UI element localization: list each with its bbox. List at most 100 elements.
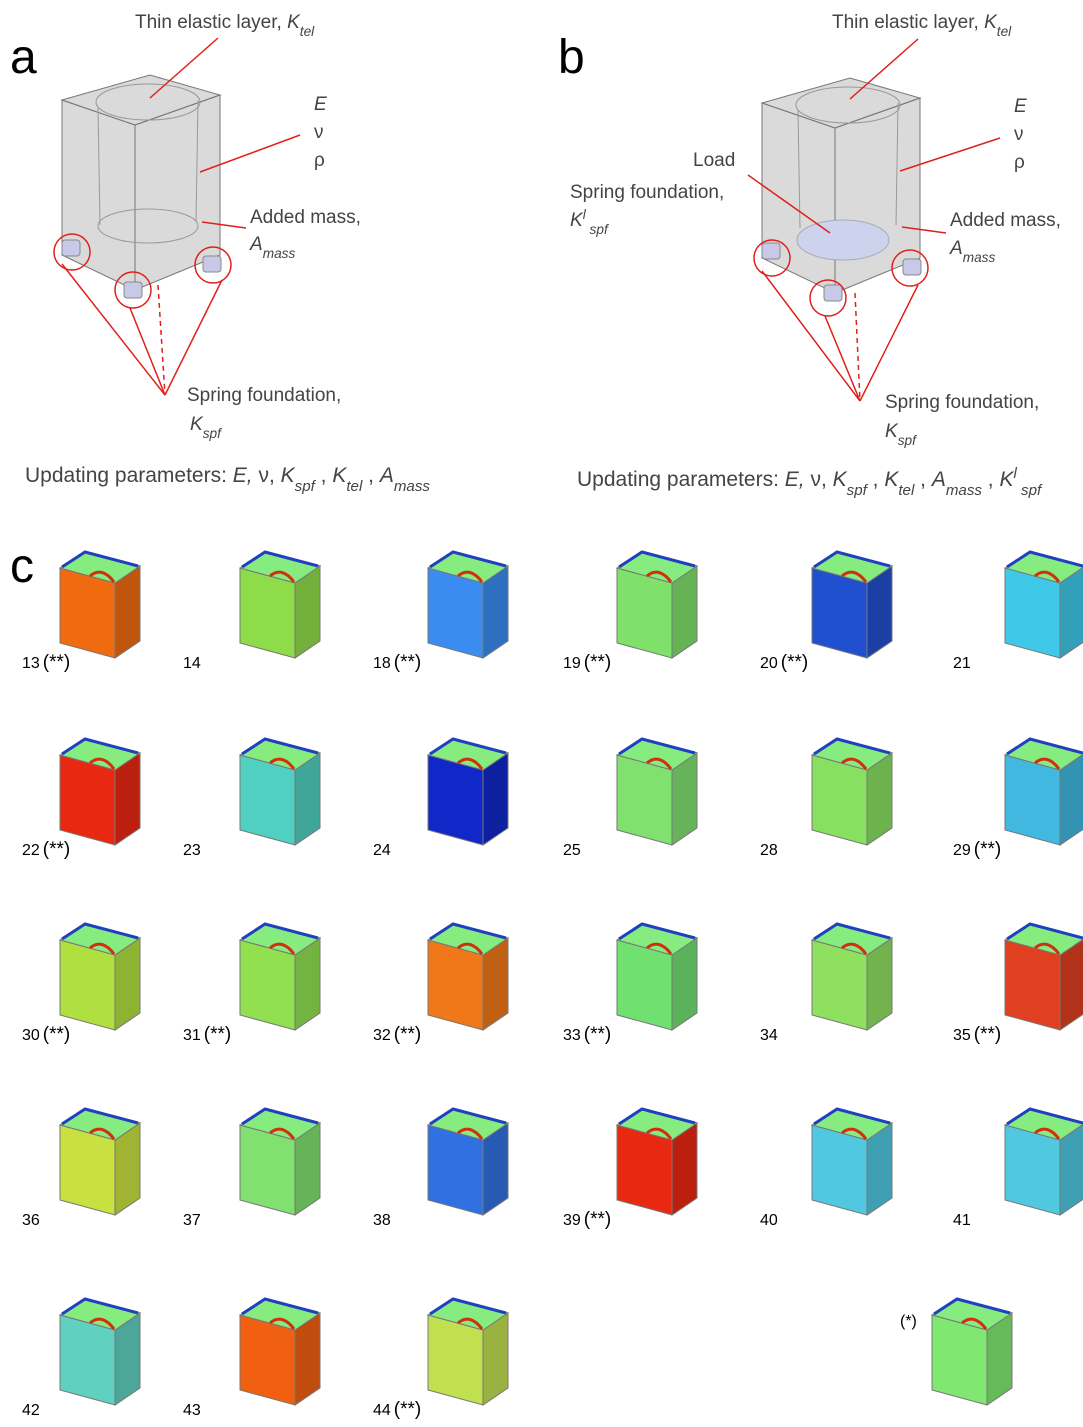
annotation: ρ [1014, 152, 1025, 173]
text-run: E [1014, 96, 1027, 117]
top-edge [61, 1297, 139, 1316]
text-run: Spring foundation, [570, 182, 724, 203]
mode-mark: (**) [43, 1024, 70, 1045]
mode-label: 32 (**) [373, 1024, 421, 1045]
top-edge [646, 757, 673, 770]
mode-number: 44 [373, 1402, 391, 1419]
top-edge [429, 922, 507, 941]
mode-number: 23 [183, 842, 201, 859]
mode-mark: (**) [394, 1399, 421, 1420]
box-front [59, 754, 116, 846]
mode-shape [426, 922, 510, 1031]
annotation: ρ [314, 150, 325, 171]
mode-shape [426, 1297, 510, 1406]
mode-number: 29 [953, 842, 971, 859]
text-run: K [984, 12, 998, 33]
top-edge [269, 1317, 296, 1330]
text-run: K [287, 12, 301, 33]
box-front [59, 1124, 116, 1216]
text-run: A [930, 468, 946, 491]
text-run: ν [1014, 124, 1024, 145]
top-edge [61, 550, 139, 569]
mode-shape [238, 1297, 322, 1406]
mode-label: 22 (**) [22, 839, 70, 860]
box-front [239, 1124, 296, 1216]
mode-shape [1003, 550, 1083, 659]
mode-mark: (**) [584, 652, 611, 673]
mode-label: 23 [183, 842, 201, 859]
annotation: Amass [249, 234, 296, 261]
top-edge [1006, 922, 1083, 941]
model-a [53, 37, 301, 396]
mode-label: 41 [953, 1212, 971, 1229]
text-run: Thin elastic layer, [832, 12, 984, 33]
annotation: Spring foundation, [570, 182, 724, 203]
mode-number: 25 [563, 842, 581, 859]
annotation: Thin elastic layer, Ktel [135, 12, 315, 39]
text-run: Added mass, [950, 210, 1061, 231]
text-run: spf [586, 222, 609, 237]
box-front [427, 1314, 484, 1406]
text-run: Spring foundation, [885, 392, 1039, 413]
text-run: E, [785, 468, 805, 491]
top-edge [89, 757, 116, 770]
top-edge [618, 737, 696, 756]
text-run: Updating parameters: [25, 464, 233, 487]
mode-label: 13 (**) [22, 652, 70, 673]
mode-number: 34 [760, 1027, 778, 1044]
text-run: spf [847, 482, 869, 499]
text-run: l [583, 207, 587, 222]
top-edge [1034, 1127, 1061, 1140]
top-edge [1034, 570, 1061, 583]
top-edge [1034, 757, 1061, 770]
mode-label: 35 (**) [953, 1024, 1001, 1045]
top-edge [429, 1107, 507, 1126]
mode-label: 39 (**) [563, 1209, 611, 1230]
box-front [59, 567, 116, 659]
text-run: mass [263, 246, 296, 261]
box-front [239, 1314, 296, 1406]
box-front [1004, 754, 1061, 846]
mode-shape [58, 1107, 142, 1216]
text-run: E, [233, 464, 253, 487]
mode-number: 42 [22, 1402, 40, 1419]
text-run: spf [898, 433, 917, 448]
top-edge [241, 550, 319, 569]
mode-label: 38 [373, 1212, 391, 1229]
text-run: K [999, 468, 1014, 491]
annotation: Amass [949, 238, 996, 265]
top-edge [89, 1127, 116, 1140]
mode-number: 28 [760, 842, 778, 859]
text-run: K [884, 468, 899, 491]
top-edge [933, 1297, 1011, 1316]
mode-label: 20 (**) [760, 652, 808, 673]
text-run: tel [346, 478, 363, 495]
text-run: spf [295, 478, 317, 495]
box-front [1004, 567, 1061, 659]
top-edge [89, 570, 116, 583]
mode-mark: (**) [974, 839, 1001, 860]
text-run: A [249, 234, 263, 255]
mode-shape [426, 737, 510, 846]
top-edge [961, 1317, 988, 1330]
mode-mark: (**) [584, 1024, 611, 1045]
mode-mark: (**) [781, 652, 808, 673]
mode-number: 37 [183, 1212, 201, 1229]
text-run: K [281, 464, 296, 487]
text-run: tel [300, 24, 315, 39]
top-edge [457, 1317, 484, 1330]
mode-label: 21 [953, 655, 971, 672]
mode-number: 18 [373, 655, 391, 672]
panel-label: a [10, 31, 37, 84]
annotation: Kspf [190, 414, 222, 441]
top-edge [1006, 737, 1083, 756]
mode-mark: (**) [394, 1024, 421, 1045]
top-edge [429, 550, 507, 569]
mode-mark: (**) [584, 1209, 611, 1230]
text-run: Thin elastic layer, [135, 12, 287, 33]
panel-label: c [10, 540, 34, 593]
top-edge [618, 1107, 696, 1126]
mode-shape [615, 737, 699, 846]
top-edge [457, 942, 484, 955]
annotation: Kl spf [570, 207, 609, 237]
